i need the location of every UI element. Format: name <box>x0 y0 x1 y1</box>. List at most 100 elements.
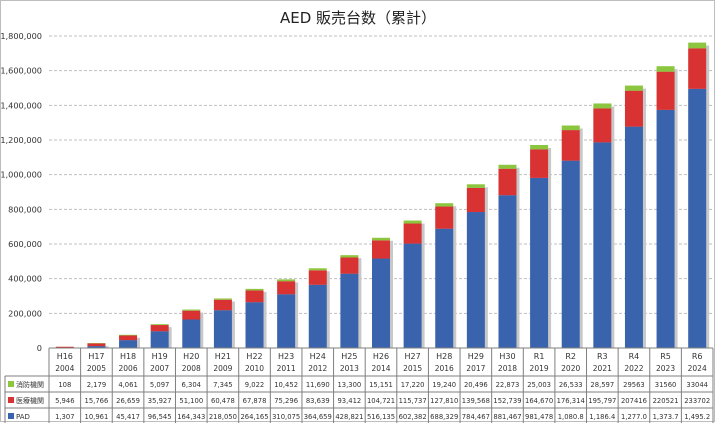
x-tick-label-year: 2016 <box>435 364 454 373</box>
bar-segment <box>404 224 422 244</box>
data-table-cell: 602,382 <box>399 413 427 421</box>
data-table-cell: 31560 <box>655 381 677 389</box>
y-tick-label: 1,200,000 <box>1 135 42 145</box>
data-table-cell: 29563 <box>623 381 645 389</box>
x-tick-label-era: H19 <box>152 352 168 361</box>
x-tick-label-year: 2019 <box>530 364 549 373</box>
bar-segment <box>657 66 675 71</box>
bar-segment <box>119 340 137 348</box>
data-table-cell: 1,186.4 <box>589 413 615 421</box>
bar-segment <box>435 229 453 348</box>
x-tick-label-era: H20 <box>183 352 199 361</box>
bar-segment <box>530 178 548 348</box>
data-table-cell: 26,533 <box>559 381 583 389</box>
x-tick-label-year: 2006 <box>119 364 138 373</box>
bar-segment <box>467 188 485 212</box>
x-tick-label-year: 2014 <box>371 364 390 373</box>
data-table-cell: 784,467 <box>462 413 490 421</box>
bar-segment <box>214 298 232 299</box>
bar-segment <box>182 310 200 311</box>
x-tick-label-era: H26 <box>373 352 389 361</box>
data-table-cell: 104,721 <box>367 397 395 405</box>
x-tick-label-era: H21 <box>215 352 231 361</box>
data-table-cell: 1,373.7 <box>653 413 679 421</box>
bar-segment <box>151 324 169 325</box>
bar-segment <box>309 268 327 270</box>
x-tick-label-year: 2012 <box>308 364 327 373</box>
data-table-cell: 2,179 <box>87 381 106 389</box>
bar-segment <box>277 294 295 348</box>
bar-segment <box>246 290 264 302</box>
x-tick-label-year: 2015 <box>403 364 422 373</box>
bar-segment <box>625 127 643 348</box>
x-tick-label-year: 2013 <box>340 364 359 373</box>
data-table-cell: 15,766 <box>85 397 109 405</box>
x-tick-label-year: 2010 <box>245 364 264 373</box>
data-table-cell: 108 <box>58 381 71 389</box>
data-table-cell: 881,467 <box>493 413 521 421</box>
x-tick-label-year: 2017 <box>466 364 485 373</box>
data-table-cell: 10,452 <box>274 381 298 389</box>
data-table-cell: 26,659 <box>116 397 140 405</box>
data-table-cell: 164,670 <box>525 397 553 405</box>
data-table-cell: 13,300 <box>337 381 361 389</box>
data-table-cell: 5,946 <box>55 397 74 405</box>
data-table-cell: 11,690 <box>306 381 330 389</box>
data-table-cell: 33044 <box>686 381 708 389</box>
bar-segment <box>214 300 232 310</box>
data-table-cell: 516,135 <box>367 413 395 421</box>
y-tick-label: 1,400,000 <box>1 100 42 110</box>
data-table-cell: 4,061 <box>118 381 137 389</box>
x-tick-label-era: H18 <box>120 352 136 361</box>
x-tick-label-era: H30 <box>499 352 515 361</box>
data-table-cell: 83,639 <box>306 397 330 405</box>
data-table-cell: 152,739 <box>493 397 521 405</box>
x-tick-label-era: H23 <box>278 352 294 361</box>
data-table-cell: 45,417 <box>116 413 140 421</box>
bar-segment <box>435 207 453 229</box>
x-tick-label-era: R5 <box>660 352 671 361</box>
bar-segment <box>498 165 516 169</box>
data-table-cell: 96,545 <box>148 413 172 421</box>
x-tick-label-era: R2 <box>565 352 576 361</box>
x-tick-label-era: H22 <box>246 352 262 361</box>
data-table-cell: 220521 <box>653 397 679 405</box>
legend-swatch <box>8 413 14 419</box>
bar-segment <box>372 259 390 348</box>
x-tick-label-era: H25 <box>341 352 357 361</box>
x-tick-label-year: 2004 <box>55 364 74 373</box>
data-table-cell: 5,097 <box>150 381 169 389</box>
data-table-cell: 981,478 <box>525 413 553 421</box>
data-table-cell: 35,927 <box>148 397 172 405</box>
legend-label: 医療機関 <box>16 396 44 405</box>
bar-segment <box>657 110 675 348</box>
data-table-cell: 22,873 <box>496 381 520 389</box>
x-tick-label-era: H29 <box>468 352 484 361</box>
data-table-cell: 75,296 <box>274 397 298 405</box>
data-table-cell: 264,165 <box>240 413 268 421</box>
y-tick-label: 800,000 <box>8 204 42 214</box>
data-table-cell: 233702 <box>684 397 710 405</box>
bar-segment <box>467 212 485 348</box>
data-table-cell: 310,075 <box>272 413 300 421</box>
y-tick-label: 600,000 <box>8 239 42 249</box>
data-table-cell: 688,329 <box>430 413 458 421</box>
bar-segment <box>246 302 264 348</box>
bar-segment <box>151 331 169 348</box>
x-tick-label-year: 2020 <box>561 364 580 373</box>
x-tick-label-year: 2005 <box>87 364 106 373</box>
data-table-cell: 207416 <box>621 397 647 405</box>
bar-segment <box>688 89 706 348</box>
x-tick-label-era: H17 <box>88 352 104 361</box>
y-tick-label: 1,800,000 <box>1 31 42 41</box>
x-tick-label-year: 2011 <box>277 364 296 373</box>
data-table-cell: 28,597 <box>590 381 614 389</box>
data-table-cell: 10,961 <box>85 413 109 421</box>
data-table-cell: 25,003 <box>527 381 551 389</box>
legend-swatch <box>8 397 14 403</box>
bar-segment <box>372 238 390 241</box>
bar-segment <box>340 255 358 257</box>
data-table-cell: 115,737 <box>399 397 427 405</box>
y-tick-label: 1,600,000 <box>1 66 42 76</box>
